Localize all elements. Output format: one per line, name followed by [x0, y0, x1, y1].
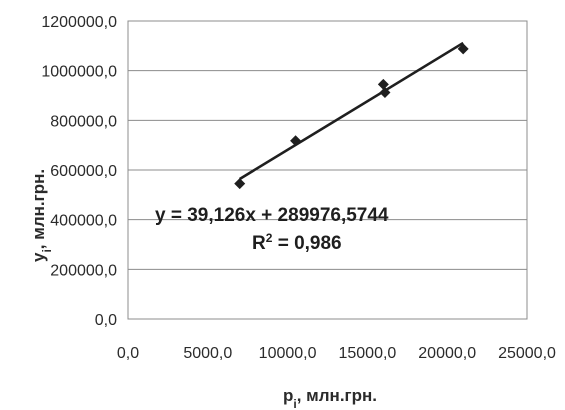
x-tick-label: 0,0 [117, 345, 139, 362]
data-points [234, 43, 469, 190]
plot-area-frame [127, 20, 528, 320]
y-tick-label: 0,0 [95, 312, 117, 329]
x-tick-label: 5000,0 [183, 345, 232, 362]
data-point-marker [377, 78, 389, 90]
y-tick-label: 1000000,0 [41, 64, 117, 81]
y-tick-labels: 0,0 200000,0 400000,0 600000,0 800000,0 10000… [41, 14, 117, 329]
x-tick-label: 15000,0 [338, 345, 396, 362]
data-point-marker [290, 135, 302, 147]
x-tick-label: 25000,0 [498, 345, 556, 362]
trendline [239, 41, 464, 181]
y-axis-title: yi, млн.грн. [29, 169, 54, 262]
data-point-marker [379, 87, 391, 99]
trendline-equation: y = 39,126x + 289976,5744 [155, 205, 389, 226]
y-tick-label: 400000,0 [50, 213, 117, 230]
y-tick-label: 800000,0 [50, 113, 117, 130]
x-tick-labels: 0,0 5000,0 10000,0 15000,0 20000,0 25000,0 [117, 345, 556, 362]
grid-lines [128, 70, 527, 270]
r-squared-label: R2 = 0,986 [252, 231, 342, 254]
y-tick-label: 600000,0 [50, 163, 117, 180]
data-point-marker [234, 178, 246, 190]
x-tick-label: 20000,0 [418, 345, 476, 362]
x-tick-label: 10000,0 [259, 345, 317, 362]
y-tick-label: 1200000,0 [41, 14, 117, 31]
data-point-marker [457, 43, 469, 55]
y-tick-label: 200000,0 [50, 262, 117, 279]
x-axis-title: pi, млн.грн. [283, 386, 377, 410]
